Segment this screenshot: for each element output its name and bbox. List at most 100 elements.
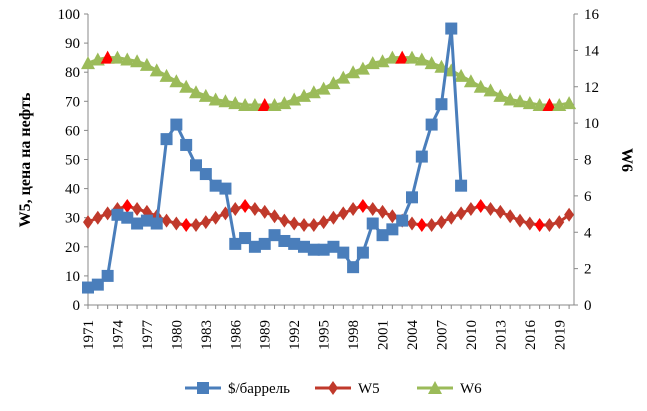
x-tick-label: 2001 bbox=[376, 320, 392, 350]
highlighted-point bbox=[240, 199, 251, 214]
data-point bbox=[564, 207, 575, 222]
x-tick-label: 2013 bbox=[493, 320, 509, 350]
data-point bbox=[463, 74, 478, 88]
data-point bbox=[366, 217, 379, 230]
x-tick-label: 2007 bbox=[434, 320, 450, 351]
data-point bbox=[248, 240, 261, 253]
data-point bbox=[387, 209, 398, 224]
highlighted-point bbox=[395, 50, 410, 64]
x-tick-label: 2016 bbox=[523, 320, 539, 351]
data-point bbox=[396, 214, 409, 227]
data-point bbox=[169, 74, 184, 88]
data-point bbox=[337, 246, 350, 259]
data-point bbox=[190, 159, 202, 172]
y-tick-label: 80 bbox=[65, 65, 80, 81]
data-point bbox=[139, 57, 154, 71]
legend-label: W5 bbox=[358, 381, 380, 397]
series-oil-price bbox=[82, 22, 468, 294]
data-point bbox=[515, 213, 525, 228]
data-point bbox=[505, 209, 516, 224]
legend-label: W6 bbox=[460, 381, 482, 397]
y-tick-label: 90 bbox=[65, 36, 80, 52]
data-point bbox=[554, 215, 565, 230]
data-point bbox=[267, 97, 282, 111]
x-tick-label: 1986 bbox=[228, 320, 244, 351]
data-point bbox=[209, 179, 222, 192]
highlighted-point bbox=[475, 199, 486, 214]
y-tick-label: 20 bbox=[65, 240, 80, 256]
data-point bbox=[219, 182, 232, 195]
data-point bbox=[356, 246, 369, 259]
data-point bbox=[120, 52, 135, 66]
data-point bbox=[298, 240, 310, 253]
x-tick-label: 1995 bbox=[317, 320, 333, 350]
data-point bbox=[552, 97, 567, 111]
legend-swatch-marker bbox=[197, 382, 209, 394]
data-point bbox=[355, 61, 370, 75]
data-point bbox=[239, 232, 252, 245]
highlighted-point bbox=[534, 217, 545, 232]
data-point bbox=[326, 76, 341, 90]
data-point bbox=[247, 97, 262, 111]
data-point bbox=[406, 191, 418, 204]
data-point bbox=[348, 201, 359, 216]
data-point bbox=[208, 92, 223, 106]
data-point bbox=[268, 229, 281, 242]
highlighted-point bbox=[122, 199, 133, 214]
data-point bbox=[259, 204, 270, 219]
data-point bbox=[414, 52, 429, 66]
y2-tick-label: 10 bbox=[584, 116, 599, 132]
data-point bbox=[318, 215, 329, 230]
data-point bbox=[198, 88, 213, 102]
data-point bbox=[170, 118, 183, 131]
data-point bbox=[532, 97, 547, 111]
data-point bbox=[454, 68, 469, 82]
data-point bbox=[377, 204, 388, 219]
data-point bbox=[102, 206, 113, 221]
y2-tick-label: 8 bbox=[584, 153, 592, 169]
data-point bbox=[446, 210, 457, 225]
data-point bbox=[503, 92, 518, 106]
x-axis-ticks: 1971 1974 1977 1980 1983 1986 1989 1992 1995 1998… bbox=[81, 305, 570, 351]
data-point bbox=[385, 50, 400, 64]
data-point bbox=[376, 229, 389, 242]
y2-axis-ticks: 0 2 4 6 8 10 12 14 16 bbox=[574, 7, 600, 314]
highlighted-point bbox=[100, 50, 115, 64]
legend-swatch-marker bbox=[328, 381, 338, 395]
y2-tick-label: 4 bbox=[584, 225, 592, 241]
data-point bbox=[131, 217, 144, 230]
data-point bbox=[483, 83, 498, 97]
data-point bbox=[405, 50, 419, 64]
y-tick-label: 70 bbox=[65, 94, 80, 110]
data-point bbox=[132, 201, 143, 216]
data-point bbox=[317, 243, 330, 256]
data-point bbox=[455, 179, 468, 192]
y2-tick-label: 14 bbox=[584, 43, 600, 59]
data-point bbox=[150, 217, 163, 230]
x-tick-label: 1992 bbox=[287, 320, 303, 350]
data-point bbox=[306, 85, 321, 99]
x-tick-label: 2004 bbox=[405, 320, 421, 351]
highlighted-point bbox=[416, 217, 427, 232]
data-point bbox=[91, 278, 104, 291]
data-point bbox=[522, 96, 537, 110]
data-point bbox=[210, 210, 221, 225]
legend-item: $/баррель bbox=[185, 381, 290, 397]
legend-item: W6 bbox=[417, 381, 482, 397]
data-point bbox=[386, 223, 399, 236]
legend: $/баррель W5 W6 bbox=[185, 381, 482, 397]
data-point bbox=[159, 68, 174, 82]
data-point bbox=[200, 215, 211, 230]
data-point bbox=[81, 56, 95, 70]
data-point bbox=[308, 217, 319, 232]
data-point bbox=[277, 96, 292, 110]
data-point bbox=[92, 210, 103, 225]
highlighted-point bbox=[257, 97, 272, 111]
data-point bbox=[445, 22, 458, 35]
data-point bbox=[436, 215, 447, 230]
data-point bbox=[228, 96, 243, 110]
highlighted-point bbox=[181, 217, 192, 232]
data-point bbox=[425, 118, 438, 131]
